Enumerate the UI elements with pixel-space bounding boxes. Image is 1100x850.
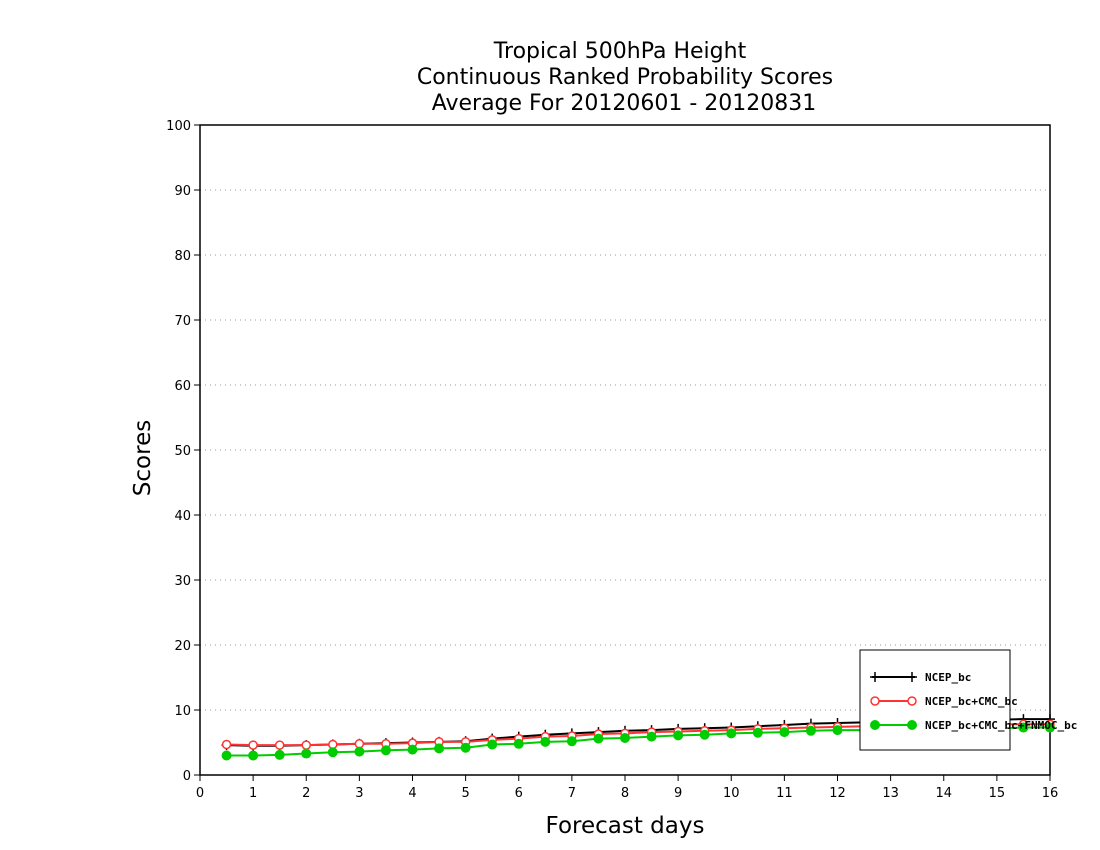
- data-point: [434, 743, 445, 754]
- x-tick-label: 6: [515, 786, 523, 801]
- data-point: [354, 746, 365, 757]
- data-point: [327, 747, 338, 758]
- x-tick-label: 5: [461, 786, 469, 801]
- data-point: [1045, 722, 1055, 733]
- y-tick-label: 70: [174, 314, 191, 329]
- plot-frame: [199, 124, 1051, 776]
- data-point: [407, 744, 418, 755]
- data-point: [779, 727, 790, 738]
- data-point: [513, 738, 524, 749]
- x-axis-title: Forecast days: [546, 813, 705, 839]
- legend-item: NCEP_bc+CMC_bc+FNMOC_bc: [870, 719, 1077, 732]
- legend-label: NCEP_bc+CMC_bc+FNMOC_bc: [925, 719, 1077, 732]
- data-point: [726, 728, 737, 739]
- data-point: [907, 672, 917, 682]
- x-tick-label: 3: [355, 786, 363, 801]
- x-tick-label: 2: [302, 786, 310, 801]
- x-tick-label: 0: [196, 786, 204, 801]
- legend-label: NCEP_bc+CMC_bc: [925, 695, 1018, 708]
- y-tick-label: 0: [183, 769, 191, 784]
- x-tick-label: 8: [621, 786, 629, 801]
- x-axis-ticks: 0 1 2 3 4 5 6 7 8 9 10 11 12 13 14 15 16: [196, 775, 1058, 801]
- data-point: [301, 740, 311, 750]
- x-tick-label: 11: [776, 786, 793, 801]
- legend: NCEP_bc NCEP_bc+CMC_bc NCEP_bc+CMC_bc+FNMO…: [859, 649, 1077, 751]
- data-point: [274, 749, 285, 760]
- x-tick-label: 14: [935, 786, 952, 801]
- data-point: [301, 748, 312, 759]
- y-axis-title: Scores: [130, 420, 156, 496]
- data-point: [221, 739, 232, 750]
- data-point: [699, 729, 710, 740]
- data-point: [1018, 722, 1029, 733]
- data-point: [248, 750, 259, 761]
- data-point: [566, 736, 577, 747]
- y-tick-label: 80: [174, 249, 191, 264]
- y-gridlines: [200, 189, 1050, 711]
- y-tick-label: 30: [174, 574, 191, 589]
- data-point: [752, 727, 763, 738]
- data-point: [221, 750, 232, 761]
- x-tick-label: 15: [989, 786, 1006, 801]
- chart-title-line-1: Tropical 500hPa Height: [493, 39, 747, 64]
- x-tick-label: 10: [723, 786, 740, 801]
- x-tick-label: 12: [829, 786, 846, 801]
- y-tick-label: 90: [174, 184, 191, 199]
- chart-title-line-2: Continuous Ranked Probability Scores: [417, 65, 833, 90]
- x-tick-label: 9: [674, 786, 682, 801]
- data-point: [805, 725, 816, 736]
- y-tick-label: 50: [174, 444, 191, 459]
- legend-label: NCEP_bc: [925, 671, 971, 684]
- data-point: [487, 739, 498, 750]
- x-tick-label: 1: [249, 786, 257, 801]
- y-tick-label: 60: [174, 379, 191, 394]
- data-point: [274, 740, 285, 750]
- data-point: [907, 720, 917, 730]
- x-tick-label: 13: [882, 786, 899, 801]
- data-point: [460, 742, 471, 753]
- legend-item: NCEP_bc: [870, 671, 971, 684]
- y-tick-label: 10: [174, 704, 191, 719]
- data-point: [870, 696, 880, 706]
- x-tick-label: 7: [568, 786, 576, 801]
- data-point: [620, 732, 630, 743]
- data-point: [646, 731, 657, 742]
- data-point: [870, 672, 880, 682]
- data-point: [540, 736, 551, 747]
- y-tick-label: 40: [174, 509, 191, 524]
- data-point: [380, 745, 391, 756]
- x-tick-label: 16: [1042, 786, 1059, 801]
- data-point: [593, 733, 604, 744]
- x-tick-label: 4: [408, 786, 416, 801]
- y-tick-label: 20: [174, 639, 191, 654]
- legend-item: NCEP_bc+CMC_bc: [870, 695, 1018, 708]
- data-point: [870, 720, 880, 730]
- data-point: [832, 725, 843, 736]
- y-axis-ticks: 0 10 20 30 40 50 60 70 80 90 100: [166, 119, 200, 784]
- y-tick-label: 100: [166, 119, 191, 134]
- data-point: [673, 730, 684, 741]
- data-point: [248, 740, 258, 750]
- data-point: [907, 696, 917, 706]
- chart-title-line-3: Average For 20120601 - 20120831: [432, 91, 817, 116]
